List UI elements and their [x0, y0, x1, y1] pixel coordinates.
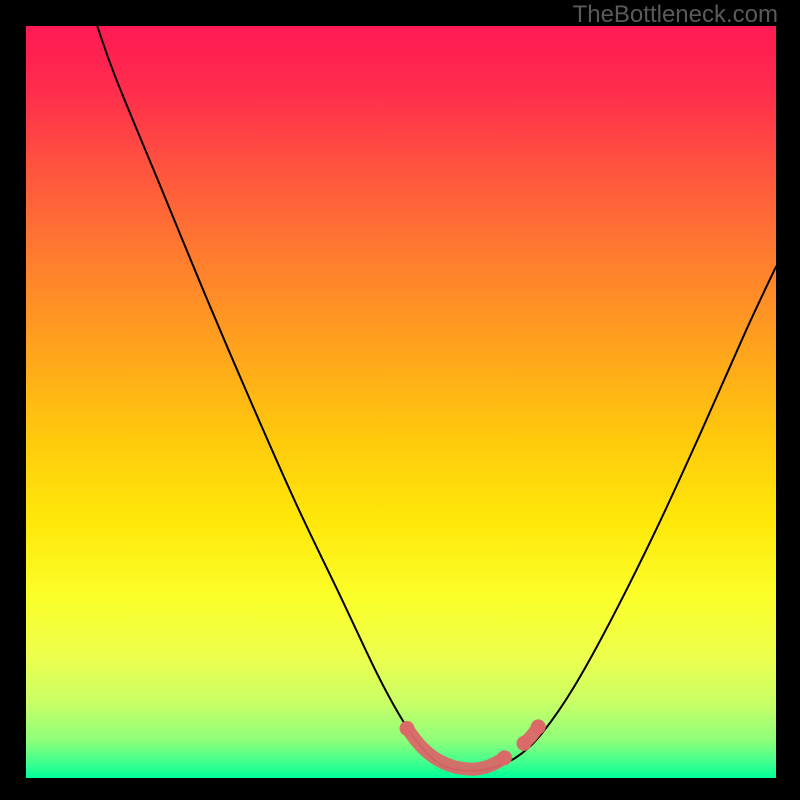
chart-frame: TheBottleneck.com — [0, 0, 800, 800]
valley-marker — [400, 719, 546, 769]
curve-layer — [26, 26, 776, 778]
bottleneck-curve — [97, 26, 776, 771]
plot-area — [26, 26, 776, 778]
watermark-text: TheBottleneck.com — [573, 1, 778, 29]
